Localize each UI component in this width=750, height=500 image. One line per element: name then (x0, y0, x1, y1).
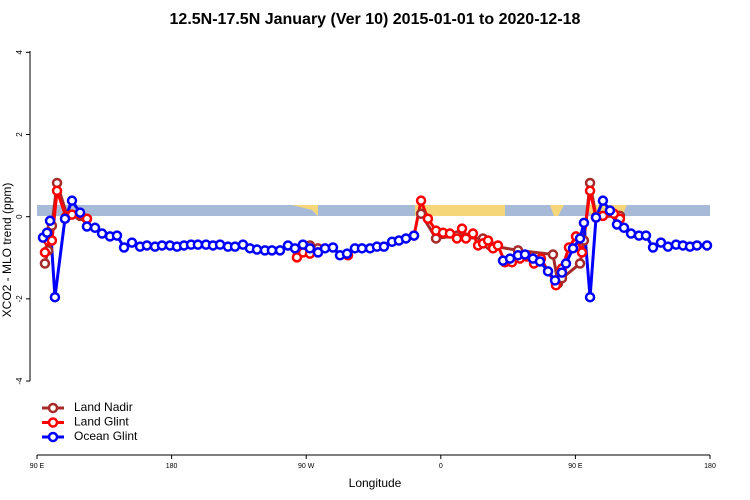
data-point (274, 245, 286, 256)
data-point (59, 213, 71, 224)
data-point (460, 233, 472, 244)
data-point (482, 235, 494, 246)
legend-label: Ocean Glint (74, 429, 138, 443)
data-point (542, 266, 554, 277)
y-tick-label: -2 (15, 295, 24, 303)
data-point (662, 241, 674, 252)
data-point (89, 222, 101, 234)
data-point (492, 240, 504, 251)
data-point (39, 258, 51, 269)
data-point (304, 243, 316, 254)
data-point (356, 243, 368, 254)
data-point (534, 256, 546, 267)
data-point (444, 228, 456, 239)
data-point (584, 291, 596, 303)
data-point (49, 291, 61, 303)
data-point (141, 240, 153, 251)
data-point (39, 247, 51, 258)
data-point (549, 275, 561, 286)
data-point (584, 185, 596, 197)
x-tick-label: 90 E (30, 463, 45, 470)
y-tick-label: 4 (15, 50, 24, 55)
data-point (192, 239, 204, 250)
data-point (81, 221, 93, 232)
y-tick-label: 0 (15, 214, 24, 219)
data-point (519, 249, 531, 260)
x-tick-label: 90 E (568, 463, 583, 470)
data-point (701, 240, 713, 251)
data-point (574, 258, 586, 269)
y-tick-label: -4 (15, 377, 24, 385)
x-tick-label: 0 (439, 463, 443, 470)
data-point (126, 237, 138, 248)
x-tick-label: 180 (166, 463, 178, 470)
data-point (408, 230, 420, 241)
land-band (415, 205, 505, 216)
data-point (266, 245, 278, 256)
data-point (604, 205, 616, 216)
data-point (289, 243, 301, 254)
data-point (111, 230, 123, 241)
data-point (597, 195, 609, 206)
data-point (44, 215, 56, 227)
legend-marker (47, 402, 59, 414)
data-point (590, 212, 602, 223)
x-tick-label: 90 W (298, 463, 315, 470)
data-point (415, 208, 427, 220)
y-tick-label: 2 (15, 132, 24, 137)
data-point (618, 222, 630, 234)
data-point (341, 248, 353, 259)
data-point (574, 233, 586, 244)
data-point (66, 195, 78, 206)
data-point (74, 207, 86, 218)
data-point (451, 233, 463, 244)
data-point (400, 233, 412, 244)
x-tick-label: 180 (704, 463, 716, 470)
legend-marker (47, 417, 59, 428)
land-band (292, 205, 318, 216)
data-point (51, 185, 63, 197)
data-point (560, 258, 572, 269)
data-point (422, 213, 434, 224)
data-point (647, 242, 659, 253)
data-point (378, 241, 390, 252)
data-point (456, 223, 468, 234)
data-point (547, 249, 559, 260)
data-point (567, 243, 579, 254)
data-point (691, 240, 703, 251)
data-point (556, 267, 568, 278)
data-point (46, 235, 58, 246)
data-point (467, 228, 479, 239)
land-band (550, 205, 564, 216)
legend-marker (47, 431, 59, 443)
x-axis-label: Longitude (349, 476, 402, 490)
data-point (640, 230, 652, 241)
data-point (118, 242, 130, 253)
legend-label: Land Glint (74, 415, 129, 429)
data-point (327, 242, 339, 253)
y-axis-label: XCO2 - MLO trend (ppm) (0, 183, 14, 318)
legend-label: Land Nadir (74, 400, 133, 414)
data-point (578, 217, 590, 229)
data-point (41, 227, 53, 238)
data-point (415, 195, 427, 206)
data-point (576, 247, 588, 258)
chart-title: 12.5N-17.5N January (Ver 10) 2015-01-01 … (170, 11, 581, 28)
ocean-band (37, 205, 710, 216)
